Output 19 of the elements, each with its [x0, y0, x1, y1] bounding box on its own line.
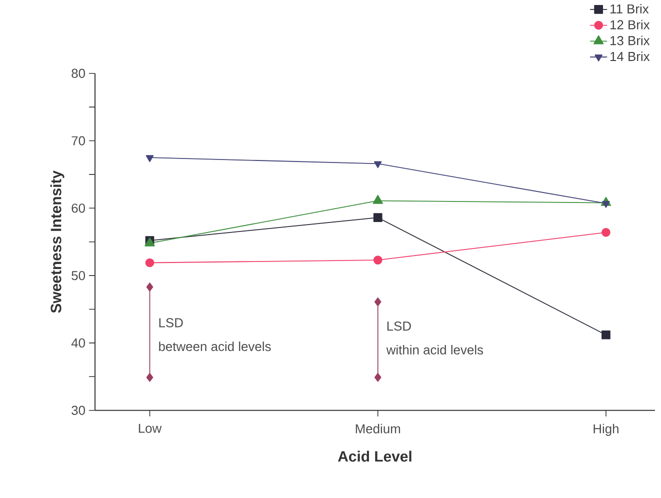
y-tick-label: 70: [72, 136, 85, 146]
annotation: LSD: [159, 318, 183, 328]
legend-label: 14 Brix: [610, 51, 650, 61]
y-axis-title: Sweetness Intensity: [50, 170, 64, 313]
annotation: LSD: [387, 321, 411, 331]
y-tick-label: 60: [72, 203, 85, 213]
annotation: between acid levels: [159, 341, 271, 351]
legend-label: 11 Brix: [610, 4, 649, 14]
x-tick-label: High: [594, 424, 618, 436]
y-tick-label: 30: [72, 406, 85, 415]
y-tick-label: 80: [72, 68, 85, 78]
y-tick-label: 50: [72, 270, 85, 280]
y-tick-label: 40: [71, 338, 85, 348]
legend-label: 13 Brix: [610, 36, 650, 46]
x-tick-label: Medium: [356, 424, 400, 434]
annotation: within acid levels: [386, 344, 484, 354]
x-axis-title: Acid Level: [338, 450, 412, 462]
legend-label: 12 Brix: [610, 20, 650, 30]
x-tick-label: Low: [138, 424, 162, 433]
